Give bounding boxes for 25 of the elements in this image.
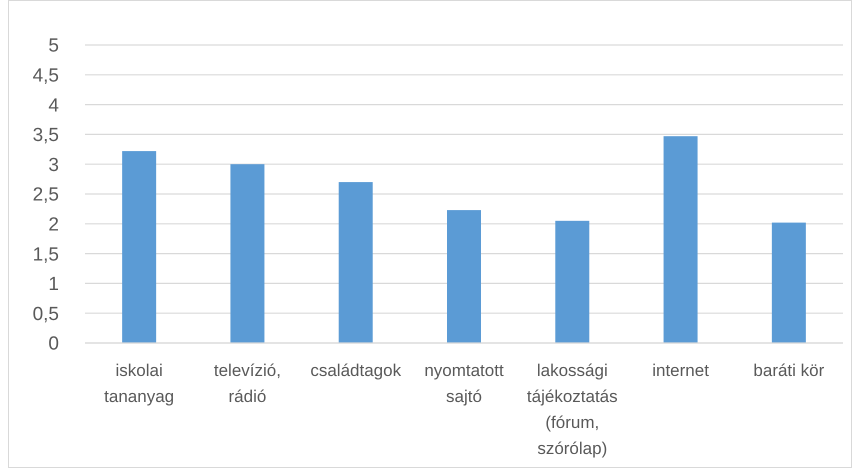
y-tick-label: 2 <box>48 214 59 236</box>
x-tick-label: lakossági tájékoztatás (fórum, szórólap) <box>526 361 618 458</box>
y-tick-label: 0 <box>48 334 59 355</box>
y-tick-label: 0,5 <box>32 304 59 325</box>
y-tick-label: 5 <box>48 36 59 57</box>
x-tick-label: nyomtatott sajtó <box>424 361 504 406</box>
x-tick-label: internet <box>652 361 710 380</box>
y-tick-label: 2,5 <box>32 184 59 206</box>
bar <box>338 182 373 343</box>
bar <box>122 151 156 343</box>
y-tick-label: 3 <box>48 154 59 176</box>
bar <box>555 220 590 343</box>
y-tick-label: 3,5 <box>32 125 59 146</box>
bar <box>772 222 806 343</box>
y-tick-label: 4 <box>48 95 60 116</box>
x-tick-label: iskolai tananyag <box>104 361 174 406</box>
y-tick-label: 1 <box>48 274 59 296</box>
x-tick-label: családtagok <box>310 361 402 380</box>
bar <box>447 210 481 343</box>
x-tick-label: baráti kör <box>753 361 825 380</box>
x-tick-label: televízió, rádió <box>214 361 281 406</box>
bar <box>230 164 264 343</box>
y-tick-label: 4,5 <box>32 65 59 86</box>
bar <box>664 136 698 343</box>
y-tick-label: 1,5 <box>32 244 59 266</box>
